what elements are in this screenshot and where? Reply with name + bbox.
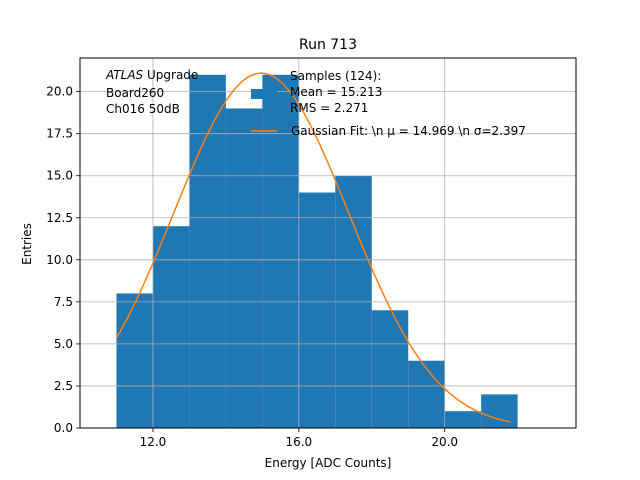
y-tick-label: 10.0 — [46, 253, 73, 267]
histogram-bar — [444, 411, 482, 428]
legend-bar-swatch — [251, 89, 277, 99]
histogram-bar — [371, 310, 409, 428]
plot-frame — [79, 57, 577, 429]
histogram-bar — [298, 192, 336, 428]
y-tick-label: 7.5 — [54, 295, 73, 309]
gaussian-fit — [115, 72, 511, 423]
legend-samples-text: Samples (124): — [290, 69, 381, 83]
histogram-bar — [189, 74, 226, 429]
legend-fit-text: Gaussian Fit: \n μ = 14.969 \n σ=2.397 — [291, 124, 526, 138]
annotation-line: Ch016 50dB — [106, 102, 180, 116]
y-axis-ticks: 0.0 2.5 5.0 7.5 10.0 12.5 15.0 17.5 20.0 — [46, 85, 80, 435]
y-tick-label: 2.5 — [54, 379, 73, 393]
histogram-bar — [225, 108, 263, 429]
annotation-rest: Upgrade — [143, 68, 198, 82]
legend: Samples (124): Mean = 15.213 RMS = 2.271… — [251, 69, 526, 138]
gaussian-fit-line — [115, 72, 511, 423]
histogram-bar — [116, 293, 153, 428]
y-tick-label: 15.0 — [46, 169, 73, 183]
x-tick-label: 12.0 — [140, 435, 167, 449]
y-tick-label: 5.0 — [54, 337, 73, 351]
chart-title: Run 713 — [299, 37, 357, 53]
legend-samples-text: Mean = 15.213 — [290, 85, 382, 99]
histogram-bar — [481, 394, 518, 428]
legend-samples-text: RMS = 2.271 — [290, 101, 368, 115]
histogram-bar — [408, 360, 445, 428]
atlas-annotation: ATLAS Upgrade Board260 Ch016 50dB — [105, 68, 198, 116]
y-tick-label: 20.0 — [46, 85, 73, 99]
atlas-label: ATLAS — [105, 68, 144, 82]
y-tick-label: 0.0 — [54, 421, 73, 435]
annotation-line: Board260 — [106, 86, 164, 100]
x-tick-label: 16.0 — [285, 435, 312, 449]
y-axis-label: Entries — [20, 223, 34, 265]
y-tick-label: 17.5 — [46, 127, 73, 141]
histogram-bar — [152, 226, 190, 428]
x-tick-label: 20.0 — [431, 435, 458, 449]
annotation-line: ATLAS Upgrade — [105, 68, 198, 82]
x-axis-ticks: 12.0 16.0 20.0 — [140, 428, 458, 449]
x-axis-label: Energy [ADC Counts] — [265, 456, 392, 470]
y-tick-label: 12.5 — [46, 211, 73, 225]
